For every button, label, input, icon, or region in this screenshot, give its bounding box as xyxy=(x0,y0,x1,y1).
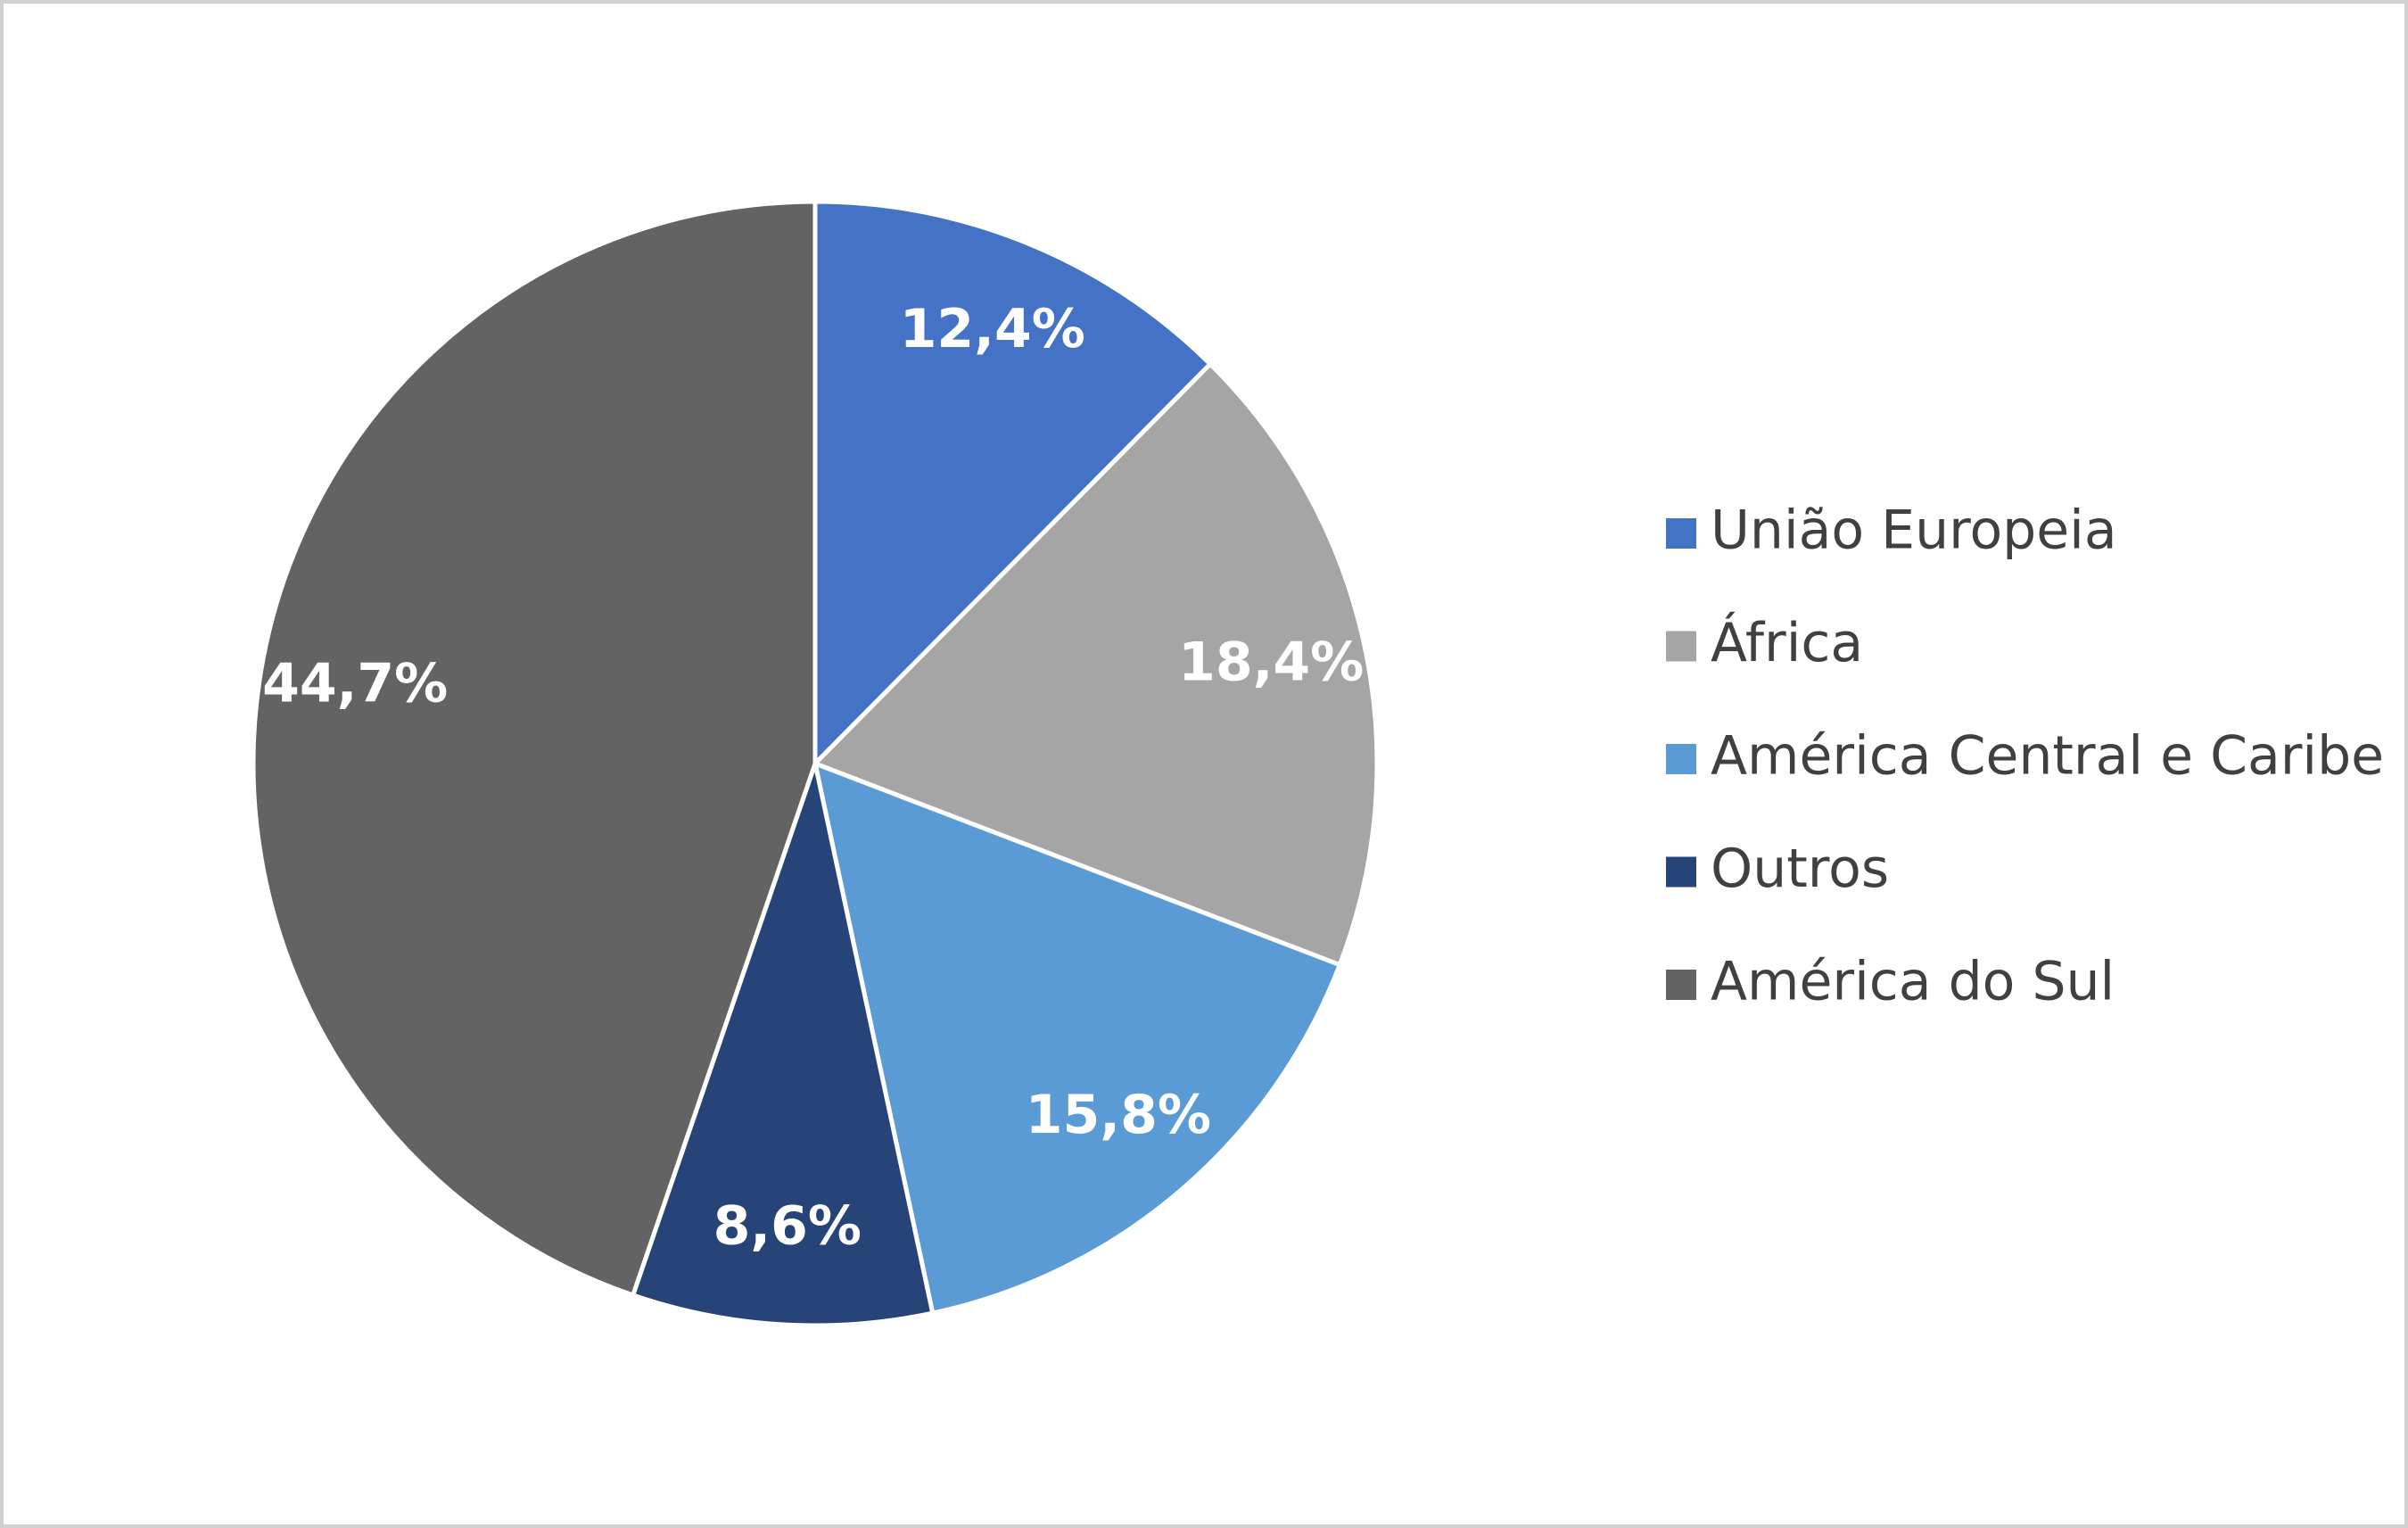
pie-slice xyxy=(630,755,936,1328)
value-label: 8,6% xyxy=(713,1195,862,1258)
pie-slice xyxy=(811,360,1380,968)
legend-swatch xyxy=(1666,631,1696,662)
legend-swatch xyxy=(1666,856,1696,888)
legend-swatch xyxy=(1666,744,1696,774)
pie-slice xyxy=(812,760,1343,1317)
pie-slice xyxy=(251,199,818,1299)
legend-swatch xyxy=(1666,970,1696,1000)
value-label: 18,4% xyxy=(1178,631,1364,693)
legend-label: América do Sul xyxy=(1711,951,2115,1013)
value-label: 44,7% xyxy=(262,653,448,715)
pie-slice xyxy=(812,199,1214,770)
legend-swatch xyxy=(1666,518,1696,549)
value-label: 15,8% xyxy=(1026,1084,1211,1146)
legend-label: América Central e Caribe xyxy=(1711,725,2384,788)
legend-label: União Europeia xyxy=(1711,500,2117,562)
legend-label: África xyxy=(1711,611,1863,674)
value-label: 12,4% xyxy=(900,298,1085,360)
legend-label: Outros xyxy=(1711,838,1889,900)
